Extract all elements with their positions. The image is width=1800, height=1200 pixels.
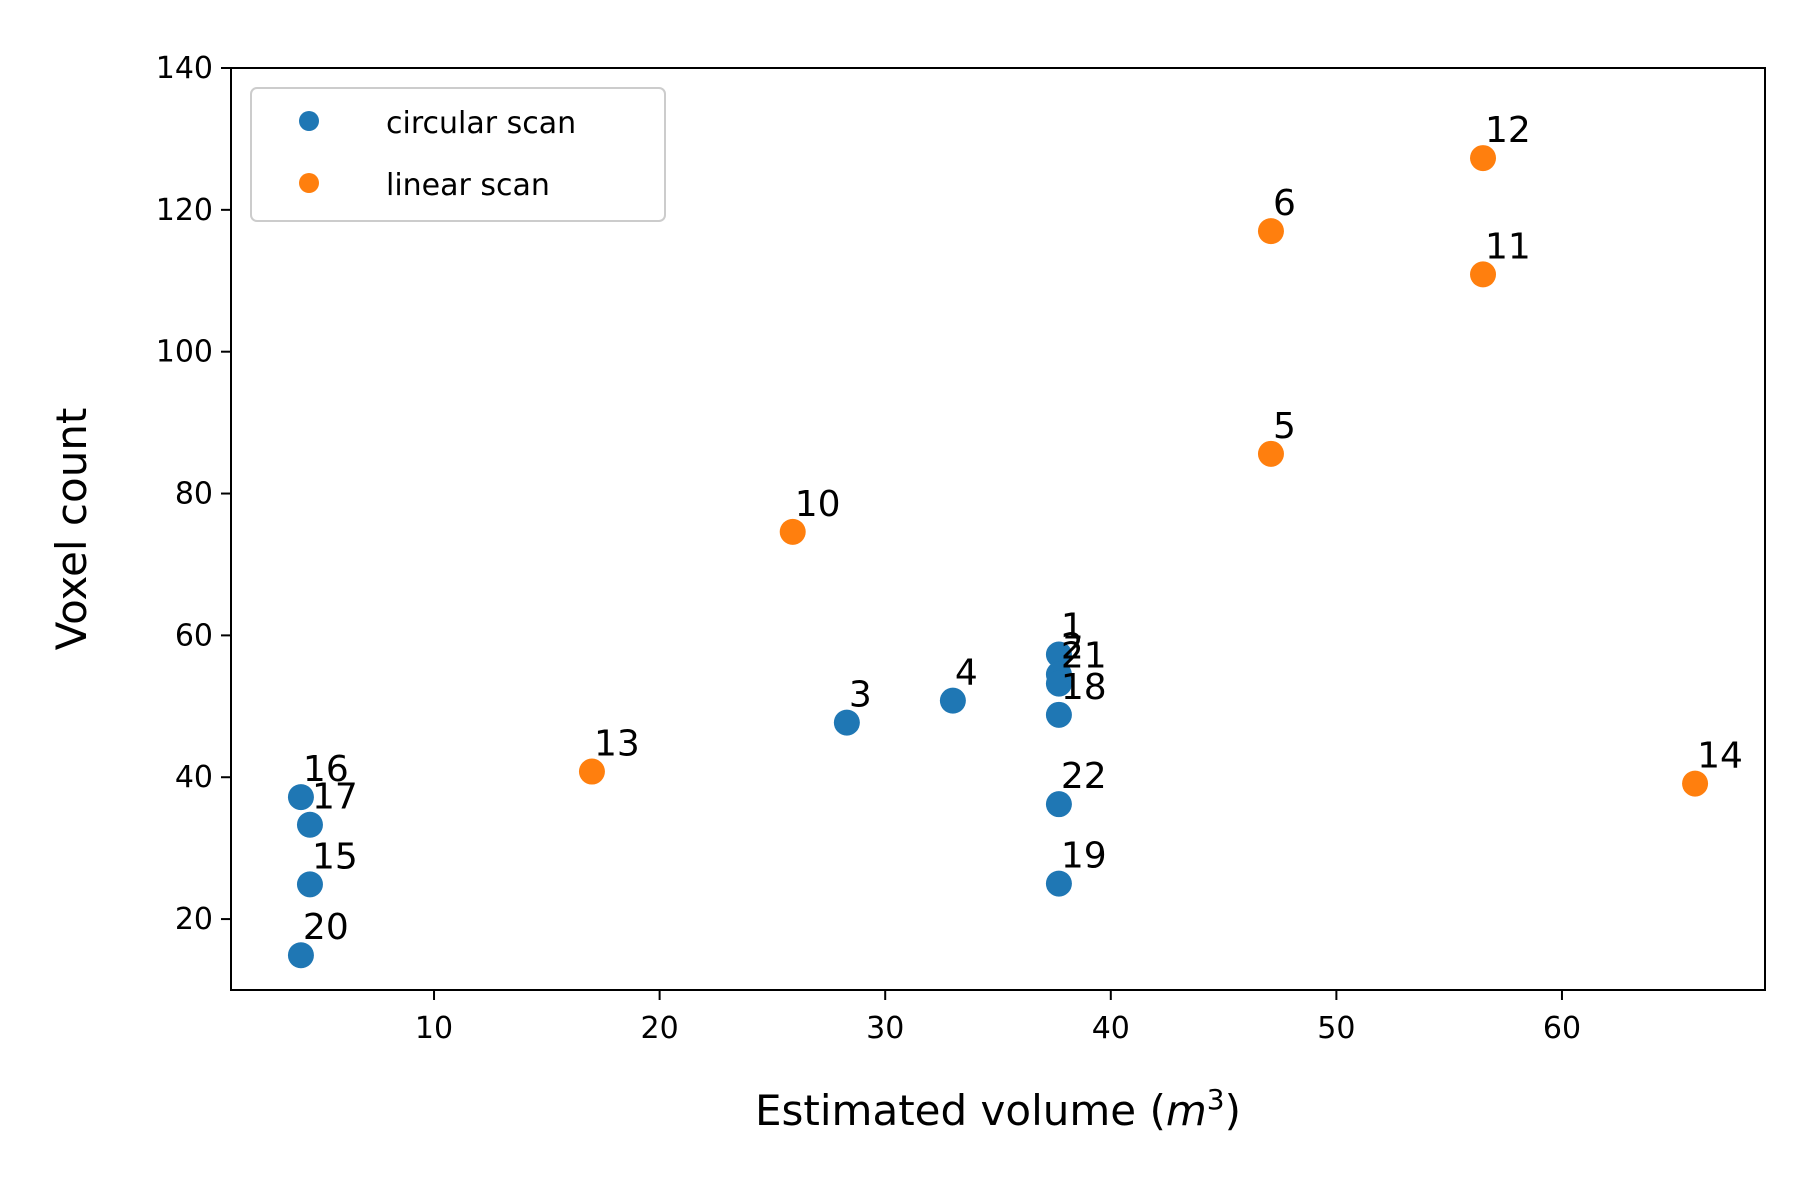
data-point-linear-scan: [1257, 218, 1284, 245]
data-point-circular-scan: [833, 709, 860, 736]
data-point-linear-scan: [1470, 261, 1497, 288]
legend: circular scan linear scan: [250, 87, 666, 222]
data-point-circular-scan: [287, 784, 314, 811]
y-tick-label: 20: [175, 902, 213, 937]
data-point-circular-scan: [296, 811, 323, 838]
point-label: 20: [303, 907, 349, 948]
point-label: 4: [955, 653, 978, 694]
data-point-circular-scan: [1045, 701, 1072, 728]
point-label: 22: [1061, 756, 1107, 797]
data-point-circular-scan: [1045, 670, 1072, 697]
point-label: 15: [312, 836, 358, 877]
point-label: 10: [795, 484, 841, 525]
data-point-linear-scan: [779, 518, 806, 545]
legend-box: [250, 87, 666, 222]
y-tick-label: 40: [175, 760, 213, 795]
data-point-circular-scan: [1045, 791, 1072, 818]
data-point-circular-scan: [1045, 641, 1072, 668]
x-axis-title: Estimated volume (m3): [755, 1083, 1241, 1135]
point-label: 21: [1061, 636, 1107, 677]
x-tick-label: 50: [1317, 1011, 1355, 1046]
data-point-linear-scan: [1470, 145, 1497, 172]
point-label: 18: [1061, 667, 1107, 708]
x-tick-label: 60: [1543, 1011, 1581, 1046]
y-tick-label: 100: [156, 335, 213, 370]
point-label: 14: [1697, 736, 1743, 777]
plot-frame: [230, 67, 1766, 991]
legend-marker-circular-scan: [299, 111, 319, 131]
x-tick-label: 30: [866, 1011, 904, 1046]
point-label: 17: [312, 777, 358, 818]
x-tick-label: 20: [641, 1011, 679, 1046]
point-label: 3: [849, 675, 872, 716]
legend-marker-linear-scan: [299, 173, 319, 193]
y-axis: 20 40 60 80 100 120 140: [156, 51, 231, 937]
y-tick-label: 140: [156, 51, 213, 86]
point-label: 5: [1273, 406, 1296, 447]
point-label: 19: [1061, 836, 1107, 877]
data-point-linear-scan: [1257, 440, 1284, 467]
x-axis: 10 20 30 40 50 60: [415, 990, 1581, 1046]
point-label: 2: [1061, 626, 1084, 667]
legend-label-linear-scan: linear scan: [386, 168, 550, 203]
legend-label-circular-scan: circular scan: [386, 106, 576, 141]
point-label: 11: [1485, 226, 1531, 267]
x-tick-label: 10: [415, 1011, 453, 1046]
y-axis-title: Voxel count: [47, 408, 96, 651]
data-point-linear-scan: [1682, 770, 1709, 797]
y-tick-label: 80: [175, 477, 213, 512]
point-label: 6: [1273, 183, 1296, 224]
data-point-circular-scan: [939, 687, 966, 714]
data-point-circular-scan: [1045, 870, 1072, 897]
x-tick-label: 40: [1092, 1011, 1130, 1046]
data-point-circular-scan: [287, 942, 314, 969]
y-tick-label: 120: [156, 193, 213, 228]
point-label: 1: [1061, 607, 1084, 648]
y-tick-label: 60: [175, 618, 213, 653]
point-label: 16: [303, 749, 349, 790]
point-label: 12: [1485, 110, 1531, 151]
point-label: 13: [594, 724, 640, 765]
data-point-linear-scan: [578, 758, 605, 785]
data-point-circular-scan: [296, 871, 323, 898]
